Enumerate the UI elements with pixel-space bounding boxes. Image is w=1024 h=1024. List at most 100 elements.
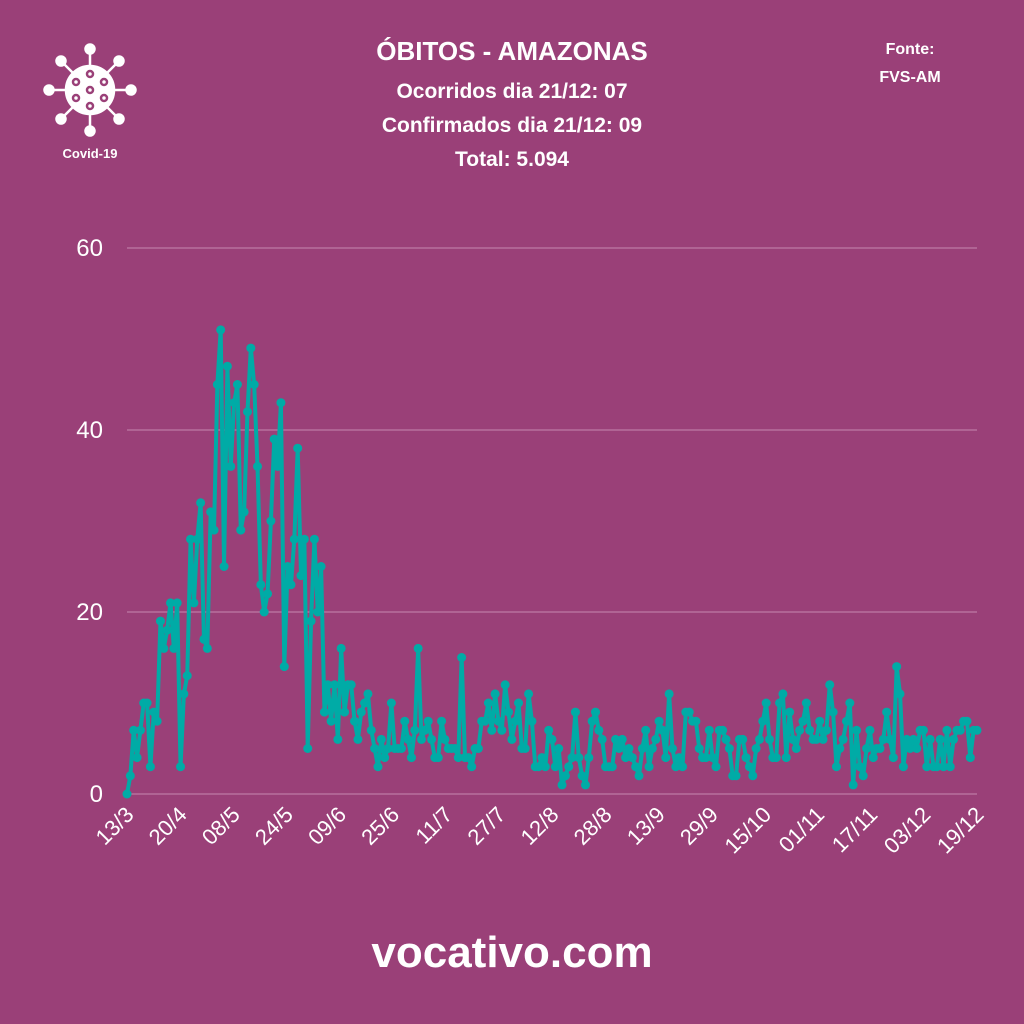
data-point [259,607,269,617]
data-point [758,716,768,726]
data-point [159,643,169,653]
data-point [574,753,584,763]
data-point [166,598,176,608]
data-point [182,671,192,681]
data-point [855,762,865,772]
data-point [885,734,895,744]
data-point [898,762,908,772]
data-point [554,744,564,753]
data-point [263,589,273,599]
data-point [440,734,450,744]
data-point [293,443,303,453]
x-tick-label: 25/6 [356,802,404,850]
data-point [202,643,212,653]
data-point [591,707,601,717]
data-point [657,725,667,735]
data-point [805,725,815,735]
data-point [949,734,959,744]
data-point [838,734,848,744]
data-point [269,434,279,444]
x-tick-label: 13/9 [622,802,670,850]
data-point [487,725,497,735]
data-point [888,753,898,763]
data-point [363,689,373,699]
data-point [644,762,654,772]
data-point [189,598,199,608]
data-point [791,744,801,753]
x-tick-label: 11/7 [410,802,457,849]
data-point [945,762,955,772]
data-point [340,707,350,717]
source: Fonte: FVS-AM [850,36,970,92]
data-point [798,716,808,726]
data-point [875,744,885,753]
data-point [711,762,721,772]
data-point [122,789,132,799]
data-point [858,771,868,781]
data-point [765,734,775,744]
data-point [309,534,319,544]
data-point [785,707,795,717]
x-tick-label: 13/3 [91,802,139,850]
data-point [852,725,862,735]
data-point [537,753,547,763]
data-point [821,725,831,735]
data-point [621,753,631,763]
data-point [135,725,145,735]
data-point [457,653,467,662]
data-point [611,734,621,744]
data-point [781,753,791,763]
y-tick-label: 60 [76,235,103,262]
data-point [748,771,758,781]
data-point [594,725,604,735]
data-point [510,716,520,726]
data-point [567,753,577,763]
data-point [540,762,550,772]
data-point [336,643,346,653]
data-point [386,698,396,708]
x-tick-label: 19/12 [932,802,989,859]
data-point [634,771,644,781]
data-point [219,562,229,571]
data-point [922,762,932,772]
data-point [299,534,309,544]
data-point [149,707,159,717]
data-point [289,534,299,544]
data-point [972,725,982,735]
data-point [718,725,728,735]
data-point [664,689,674,699]
data-point [534,762,544,772]
data-point [761,698,771,708]
data-point [892,662,902,672]
data-point [437,716,447,726]
data-point [400,716,410,726]
data-point [704,725,714,735]
data-point [416,734,426,744]
data-point [637,744,647,753]
data-point [423,716,433,726]
data-point [132,753,142,763]
data-point [955,725,965,735]
data-point [169,643,179,653]
data-point [641,725,651,735]
data-point [631,762,641,772]
data-point [413,643,423,653]
data-point [186,534,196,544]
data-point [276,398,286,408]
data-point [771,753,781,763]
data-point [222,361,232,371]
data-point [360,698,370,708]
data-point [246,343,256,353]
data-point [825,680,835,690]
data-point [828,707,838,717]
x-tick-label: 27/7 [462,802,510,850]
data-point [493,716,503,726]
data-point [199,634,209,644]
y-tick-label: 20 [76,599,103,626]
data-point [882,707,892,717]
data-point [965,753,975,763]
data-point [329,680,339,690]
data-point [795,725,805,735]
data-point [239,507,249,517]
